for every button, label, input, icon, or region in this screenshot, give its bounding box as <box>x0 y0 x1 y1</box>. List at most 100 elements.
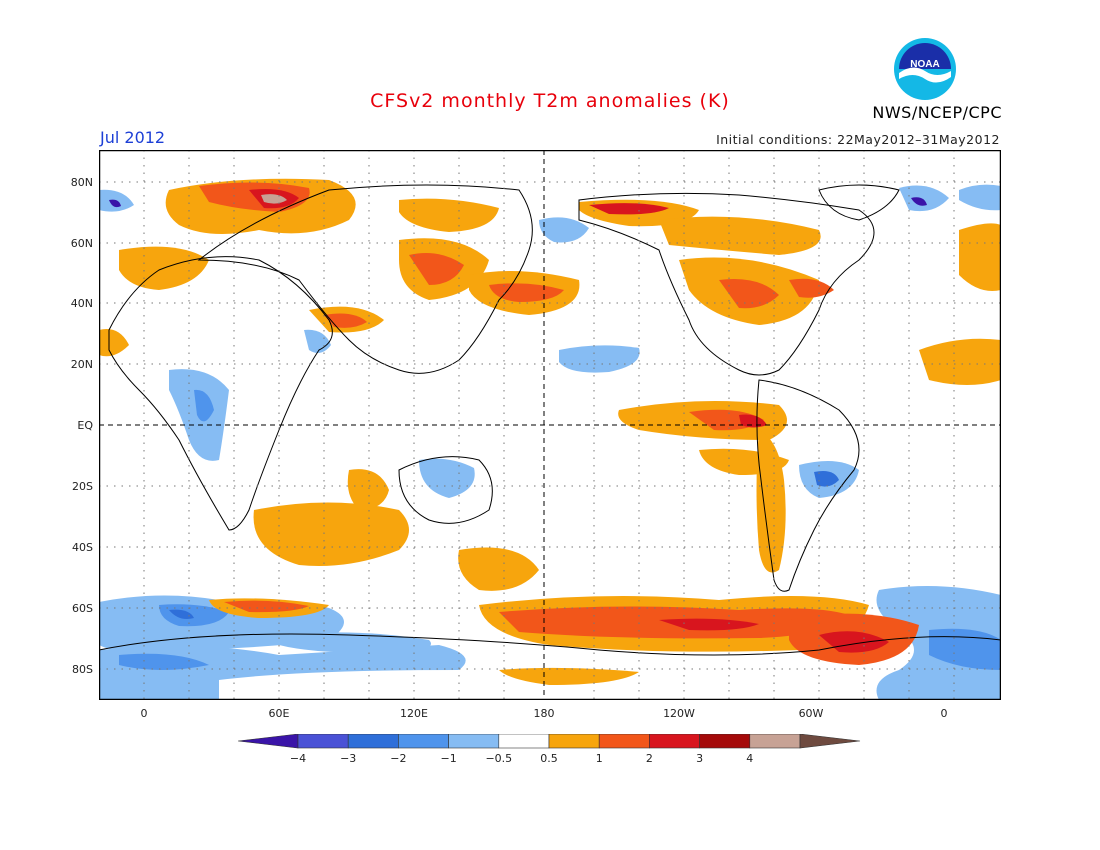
colorbar-label: −3 <box>340 752 356 765</box>
latitude-tick-label: 80S <box>72 663 93 676</box>
warm-anomaly-drake-core <box>819 631 889 653</box>
cold-anomaly-arctic-east <box>959 184 1001 211</box>
map-frame <box>99 150 1001 700</box>
colorbar-swatch <box>598 734 650 749</box>
colorbar-swatch <box>297 734 349 749</box>
warm-anomaly-northeast-us <box>789 278 834 298</box>
warm-anomaly-indian-ocean <box>347 469 389 510</box>
coast-greenland <box>818 184 900 221</box>
colorbar-swatch <box>398 734 449 749</box>
colorbar-labels: −4 −3 −2 −1 −0.5 0.5 1 2 3 4 <box>290 752 753 765</box>
latitude-tick-label: 60N <box>71 237 93 250</box>
map-title: CFSv2 monthly T2m anomalies (K) <box>0 90 1100 112</box>
latitude-tick-label: 20N <box>71 358 93 371</box>
latitude-axis: 80N 60N 40N 20N EQ 20S 40S 60S 80S <box>71 176 94 676</box>
warm-anomaly-ross-sea <box>499 667 639 685</box>
colorbar-swatch <box>548 734 600 749</box>
cold-anomaly-core-strong <box>169 609 194 619</box>
cold-anomaly-brazil-core <box>814 471 839 487</box>
colorbar-swatches <box>238 734 861 749</box>
warm-anomaly-southern-pacific-peak <box>659 618 759 631</box>
valid-month-label: Jul 2012 <box>100 128 166 147</box>
longitude-tick-labels: 0 60E 120E 180 120W 60W 0 <box>141 707 948 720</box>
colorbar-label: 3 <box>696 752 703 765</box>
longitude-tick-label: 120W <box>663 707 695 720</box>
noaa-logo: NOAA <box>894 38 956 100</box>
anomaly-map <box>99 150 1001 700</box>
longitude-tick-label: 60E <box>269 707 290 720</box>
warm-anomaly-canada <box>659 216 821 255</box>
cold-anomaly-antarctica-west-core <box>119 653 209 670</box>
noaa-logo-bird <box>899 67 951 83</box>
coast-australia <box>398 456 493 524</box>
warm-anomaly-siberia-peak <box>261 194 287 204</box>
longitude-axis: 0 60E 120E 180 120W 60W 0 <box>141 707 948 720</box>
longitude-tick-label: 180 <box>534 707 555 720</box>
latitude-tick-label: 20S <box>72 480 93 493</box>
colorbar-label: 1 <box>596 752 603 765</box>
coast-south-america <box>756 379 860 592</box>
longitude-tick-label: 60W <box>799 707 824 720</box>
warm-anomaly-indian-ocean-south <box>253 502 409 566</box>
latitude-tick-labels: 80N 60N 40N 20N EQ 20S 40S 60S 80S <box>71 176 94 676</box>
colorbar-swatch-high-end <box>799 734 861 749</box>
initial-conditions-label: Initial conditions: 22May2012–31May2012 <box>716 132 1000 147</box>
cold-anomaly-hawaii <box>559 345 640 373</box>
latitude-tick-label: 80N <box>71 176 93 189</box>
colorbar-swatch <box>347 734 399 749</box>
warm-anomaly-europe-east <box>959 223 1001 291</box>
cold-anomaly-greenland-sea-core <box>109 199 121 208</box>
latitude-tick-label: EQ <box>77 419 93 432</box>
colorbar: −4 −3 −2 −1 −0.5 0.5 1 2 3 4 <box>238 734 861 765</box>
cold-anomaly-africa-core <box>194 389 214 422</box>
warm-anomaly-siberia-east <box>399 198 499 232</box>
colorbar-swatch <box>749 734 801 749</box>
cold-anomaly-bering <box>539 217 589 243</box>
cold-anomaly-antarctic-east <box>279 632 431 653</box>
reference-lines <box>99 150 1001 700</box>
colorbar-swatch <box>448 734 500 749</box>
warm-anomaly-nino-core <box>739 414 767 428</box>
cold-anomaly-north-atlantic <box>899 185 949 212</box>
latitude-tick-label: 40S <box>72 541 93 554</box>
warm-anomaly-north-africa-east <box>919 338 1001 385</box>
coast-africa-europe <box>108 256 333 531</box>
cold-anomaly-north-atlantic-core <box>911 197 927 206</box>
latitude-tick-label: 60S <box>72 602 93 615</box>
warm-anomaly-west-africa <box>99 329 129 357</box>
latitude-tick-label: 40N <box>71 297 93 310</box>
longitude-tick-label: 0 <box>941 707 948 720</box>
coastlines <box>99 184 1001 656</box>
warm-anomaly-us-core <box>719 279 779 309</box>
longitude-tick-label: 120E <box>400 707 428 720</box>
coast-north-america <box>578 192 875 376</box>
colorbar-label: −4 <box>290 752 306 765</box>
warm-anomaly-tasman <box>458 547 539 591</box>
noaa-logo-text: NOAA <box>910 59 939 70</box>
coast-antarctica <box>99 633 1001 656</box>
colorbar-label: 2 <box>646 752 653 765</box>
agency-label: NWS/NCEP/CPC <box>872 103 1002 122</box>
gridlines <box>99 150 1001 700</box>
colorbar-label: −0.5 <box>485 752 512 765</box>
warm-anomaly-andes <box>756 430 786 573</box>
colorbar-swatch-low-end <box>238 734 299 749</box>
cold-anomaly-weddell-core <box>929 628 1001 670</box>
colorbar-swatch <box>649 734 700 749</box>
warm-anomaly-east-asia-core <box>409 252 464 285</box>
longitude-tick-label: 0 <box>141 707 148 720</box>
colorbar-label: −1 <box>440 752 456 765</box>
colorbar-label: 4 <box>746 752 753 765</box>
colorbar-label: 0.5 <box>540 752 558 765</box>
colorbar-swatch <box>498 734 550 749</box>
map-title-text: CFSv2 monthly T2m anomalies (K) <box>370 90 730 112</box>
colorbar-label: −2 <box>390 752 406 765</box>
coast-asia <box>197 184 533 374</box>
warm-anomaly-alaska-core <box>589 203 669 215</box>
noaa-logo-top <box>899 43 951 69</box>
colorbar-swatch <box>699 734 751 749</box>
warm-anomaly-south-atlantic-core <box>224 600 309 613</box>
anomaly-fields <box>99 178 1001 700</box>
warm-anomaly-north-pacific-core <box>489 283 564 302</box>
cold-anomaly-australia <box>419 458 475 498</box>
